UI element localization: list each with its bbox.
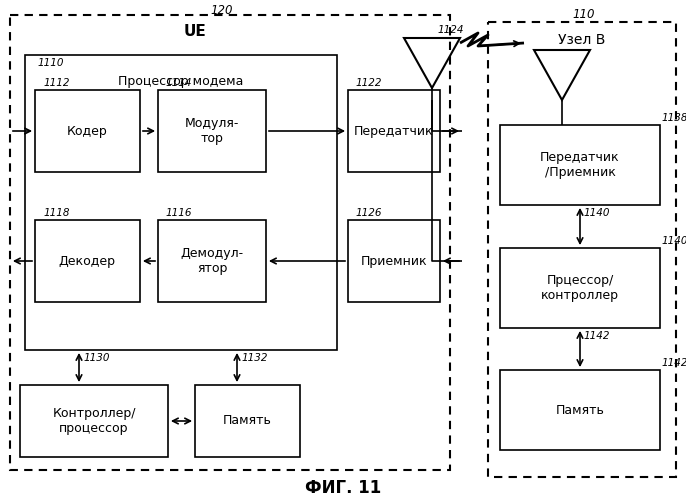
- Bar: [500, 248, 660, 328]
- Text: 120: 120: [211, 4, 233, 16]
- Text: Процессор модема: Процессор модема: [118, 75, 244, 88]
- Bar: [348, 220, 440, 302]
- Bar: [20, 385, 168, 457]
- Text: Память: Память: [556, 404, 604, 416]
- Text: 1140: 1140: [584, 208, 611, 218]
- Text: 1142: 1142: [662, 358, 686, 368]
- Bar: [25, 55, 337, 350]
- Bar: [500, 370, 660, 450]
- Text: 1132: 1132: [241, 353, 268, 363]
- Text: 1142: 1142: [584, 331, 611, 341]
- Text: Память: Память: [222, 414, 272, 428]
- Bar: [348, 90, 440, 172]
- Bar: [158, 220, 266, 302]
- Bar: [500, 125, 660, 205]
- Text: Узел В: Узел В: [558, 33, 606, 47]
- Text: 1114: 1114: [166, 78, 193, 88]
- Bar: [195, 385, 300, 457]
- Text: Демодул-
ятор: Демодул- ятор: [180, 247, 244, 275]
- Text: ФИГ. 11: ФИГ. 11: [305, 479, 381, 497]
- Text: Кодер: Кодер: [67, 124, 108, 138]
- Text: 110: 110: [573, 8, 595, 20]
- Text: 1138: 1138: [662, 113, 686, 123]
- Text: Декодер: Декодер: [58, 254, 115, 268]
- Text: 1126: 1126: [356, 208, 383, 218]
- Bar: [158, 90, 266, 172]
- Text: 1118: 1118: [43, 208, 69, 218]
- Text: 1112: 1112: [43, 78, 69, 88]
- Text: 1140: 1140: [662, 236, 686, 246]
- Bar: [35, 220, 140, 302]
- Text: Прцессор/
контроллер: Прцессор/ контроллер: [541, 274, 619, 302]
- Text: 1110: 1110: [37, 58, 64, 68]
- Text: Передатчик: Передатчик: [354, 124, 434, 138]
- Text: Модуля-
тор: Модуля- тор: [185, 117, 239, 145]
- Text: 1130: 1130: [83, 353, 110, 363]
- Text: 1122: 1122: [356, 78, 383, 88]
- Bar: [35, 90, 140, 172]
- Text: Контроллер/
процессор: Контроллер/ процессор: [52, 407, 136, 435]
- Text: UE: UE: [184, 24, 206, 40]
- Bar: [488, 22, 676, 477]
- Text: 1124: 1124: [437, 25, 464, 35]
- Text: Приемник: Приемник: [361, 254, 427, 268]
- Text: 1116: 1116: [166, 208, 193, 218]
- Bar: [10, 15, 450, 470]
- Text: Передатчик
/Приемник: Передатчик /Приемник: [540, 151, 620, 179]
